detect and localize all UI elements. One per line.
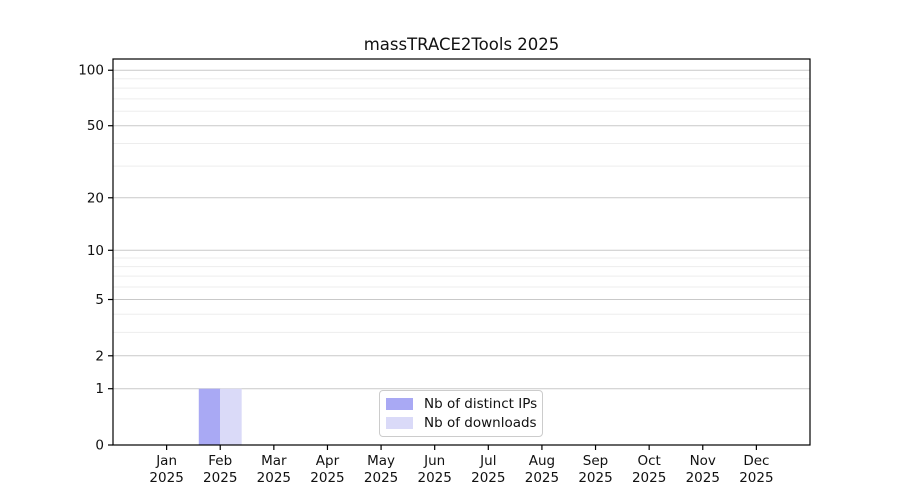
x-tick-label: Nov 2025 <box>686 453 720 486</box>
bar <box>220 388 242 445</box>
y-tick-label: 0 <box>95 438 104 454</box>
y-tick-label: 20 <box>87 190 104 206</box>
x-tick-label: Jul 2025 <box>471 453 505 486</box>
y-tick-label: 100 <box>78 63 104 79</box>
y-tick-label: 5 <box>95 292 104 308</box>
x-tick-label: Jun 2025 <box>418 453 452 486</box>
x-tick-label: May 2025 <box>364 453 398 486</box>
legend-swatch-distinct-ips <box>386 398 413 411</box>
legend-label-distinct-ips: Nb of distinct IPs <box>424 396 538 413</box>
y-tick-label: 50 <box>87 118 104 134</box>
legend-item-distinct-ips: Nb of distinct IPs <box>386 396 538 413</box>
x-tick-label: Aug 2025 <box>525 453 559 486</box>
chart-title: massTRACE2Tools 2025 <box>363 35 560 54</box>
y-tick-label: 10 <box>87 243 104 259</box>
legend: Nb of distinct IPs Nb of downloads <box>379 390 543 437</box>
plot-border <box>112 58 811 446</box>
y-tick-label: 1 <box>95 381 104 397</box>
x-tick-label: Feb 2025 <box>203 453 237 486</box>
x-tick-label: Dec 2025 <box>739 453 773 486</box>
legend-label-downloads: Nb of downloads <box>424 414 537 431</box>
x-tick-label: Oct 2025 <box>632 453 666 486</box>
bar <box>198 388 221 445</box>
x-tick-label: Sep 2025 <box>578 453 612 486</box>
x-tick-label: Jan 2025 <box>149 453 183 486</box>
legend-item-downloads: Nb of downloads <box>386 414 537 431</box>
y-tick-label: 2 <box>95 348 104 364</box>
x-tick-label: Apr 2025 <box>310 453 344 486</box>
legend-swatch-downloads <box>386 416 413 429</box>
x-tick-label: Mar 2025 <box>257 453 291 486</box>
